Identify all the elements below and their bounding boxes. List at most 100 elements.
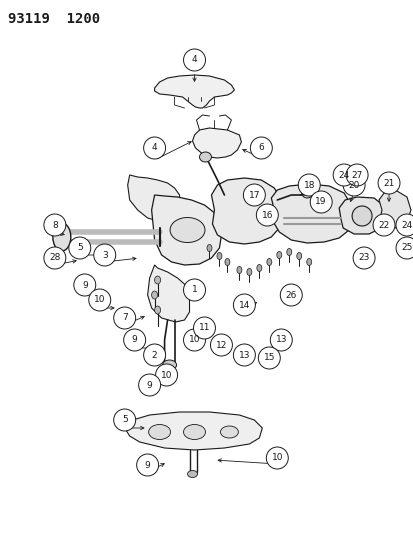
Ellipse shape (301, 190, 311, 198)
Circle shape (69, 237, 90, 259)
Circle shape (372, 214, 394, 236)
Ellipse shape (148, 424, 170, 440)
Ellipse shape (187, 471, 197, 478)
Text: 13: 13 (275, 335, 286, 344)
Text: 26: 26 (285, 290, 296, 300)
Circle shape (143, 137, 165, 159)
Circle shape (233, 344, 255, 366)
Text: 23: 23 (358, 254, 369, 262)
Polygon shape (192, 128, 241, 158)
Circle shape (183, 279, 205, 301)
Ellipse shape (154, 306, 160, 314)
Text: 4: 4 (152, 143, 157, 152)
Circle shape (395, 214, 413, 236)
Text: 9: 9 (146, 381, 152, 390)
Ellipse shape (256, 264, 261, 271)
Polygon shape (147, 265, 189, 322)
Text: 10: 10 (188, 335, 200, 344)
Text: 22: 22 (377, 221, 389, 230)
Polygon shape (124, 412, 262, 450)
Text: 15: 15 (263, 353, 274, 362)
Circle shape (395, 237, 413, 259)
Ellipse shape (162, 360, 176, 370)
Circle shape (155, 364, 177, 386)
Circle shape (297, 174, 319, 196)
Text: 5: 5 (77, 244, 83, 253)
Ellipse shape (276, 252, 281, 259)
Ellipse shape (296, 253, 301, 260)
Circle shape (183, 49, 205, 71)
Circle shape (332, 164, 354, 186)
Ellipse shape (151, 291, 157, 299)
Ellipse shape (53, 223, 71, 251)
Text: 7: 7 (121, 313, 127, 322)
Text: 10: 10 (94, 295, 105, 304)
Circle shape (114, 307, 135, 329)
Text: 24: 24 (400, 221, 412, 230)
Text: 20: 20 (348, 181, 359, 190)
Text: 9: 9 (131, 335, 137, 344)
Text: 24: 24 (338, 171, 349, 180)
Circle shape (44, 214, 66, 236)
Text: 9: 9 (82, 280, 88, 289)
Polygon shape (151, 195, 221, 265)
Ellipse shape (236, 266, 241, 273)
Circle shape (243, 184, 265, 206)
Text: 27: 27 (351, 171, 362, 180)
Circle shape (258, 347, 280, 369)
Circle shape (270, 329, 292, 351)
Text: 11: 11 (198, 324, 210, 333)
Circle shape (250, 137, 272, 159)
Polygon shape (271, 184, 352, 243)
Text: 1: 1 (191, 286, 197, 295)
Circle shape (44, 247, 66, 269)
Ellipse shape (154, 276, 160, 284)
Text: 93119  1200: 93119 1200 (8, 12, 100, 26)
Circle shape (342, 174, 364, 196)
Text: 28: 28 (49, 254, 60, 262)
Ellipse shape (351, 206, 371, 226)
Circle shape (136, 454, 158, 476)
Circle shape (345, 164, 367, 186)
Text: 25: 25 (400, 244, 412, 253)
Circle shape (114, 409, 135, 431)
Text: 2: 2 (152, 351, 157, 359)
Circle shape (280, 284, 301, 306)
Polygon shape (127, 175, 179, 222)
Text: 19: 19 (315, 198, 326, 206)
Circle shape (74, 274, 95, 296)
Circle shape (88, 289, 110, 311)
Circle shape (210, 334, 232, 356)
Circle shape (233, 294, 255, 316)
Text: 10: 10 (160, 370, 172, 379)
Text: 21: 21 (382, 179, 394, 188)
Text: 12: 12 (215, 341, 227, 350)
Text: 10: 10 (271, 454, 282, 463)
Ellipse shape (216, 253, 221, 260)
Circle shape (266, 447, 287, 469)
Ellipse shape (170, 217, 204, 243)
Text: 9: 9 (145, 461, 150, 470)
Text: 13: 13 (238, 351, 249, 359)
Polygon shape (338, 197, 384, 234)
Polygon shape (211, 178, 282, 244)
Text: 8: 8 (52, 221, 57, 230)
Circle shape (143, 344, 165, 366)
Text: 3: 3 (102, 251, 107, 260)
Ellipse shape (220, 426, 238, 438)
Polygon shape (154, 75, 234, 108)
Circle shape (309, 191, 331, 213)
Circle shape (256, 204, 278, 226)
Circle shape (377, 172, 399, 194)
Text: 14: 14 (238, 301, 249, 310)
Text: 4: 4 (191, 55, 197, 64)
Ellipse shape (183, 424, 205, 440)
Ellipse shape (306, 259, 311, 265)
Ellipse shape (199, 152, 211, 162)
Polygon shape (378, 191, 410, 228)
Ellipse shape (266, 259, 271, 265)
Ellipse shape (286, 248, 291, 255)
Circle shape (123, 329, 145, 351)
Text: 17: 17 (248, 190, 259, 199)
Ellipse shape (224, 259, 229, 265)
